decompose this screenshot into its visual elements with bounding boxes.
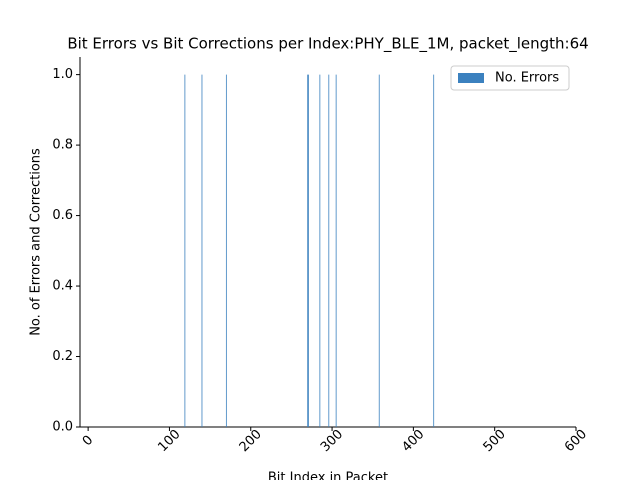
x-tick-label: 500 — [481, 427, 509, 455]
x-tick-label: 300 — [318, 427, 346, 455]
bar — [433, 74, 435, 427]
y-tick-label: 0.8 — [52, 138, 73, 153]
bar — [184, 74, 186, 427]
y-tick-label: 0.2 — [52, 349, 73, 364]
bar — [319, 74, 321, 427]
y-tick-label: 0.0 — [52, 420, 73, 435]
bar — [328, 74, 330, 427]
bar — [201, 74, 203, 427]
x-tick-label: 600 — [562, 427, 590, 455]
x-tick-label: 0 — [80, 433, 96, 449]
y-tick-label: 0.6 — [52, 208, 73, 223]
x-tick-label: 400 — [399, 427, 427, 455]
x-tick-label: 200 — [237, 427, 265, 455]
bar — [225, 74, 227, 427]
bar — [308, 74, 309, 427]
chart-title: Bit Errors vs Bit Corrections per Index:… — [67, 35, 588, 54]
x-axis-label: Bit Index in Packet — [268, 471, 388, 480]
legend-swatch — [458, 73, 484, 83]
legend-label: No. Errors — [495, 71, 559, 86]
y-tick-label: 0.4 — [52, 279, 73, 294]
y-axis-label: No. of Errors and Corrections — [29, 148, 44, 336]
bar — [378, 74, 380, 427]
y-tick-label: 1.0 — [52, 67, 73, 82]
legend-box — [450, 65, 570, 91]
x-tick-label: 100 — [155, 427, 183, 455]
bar — [335, 74, 337, 427]
bar — [307, 74, 309, 427]
